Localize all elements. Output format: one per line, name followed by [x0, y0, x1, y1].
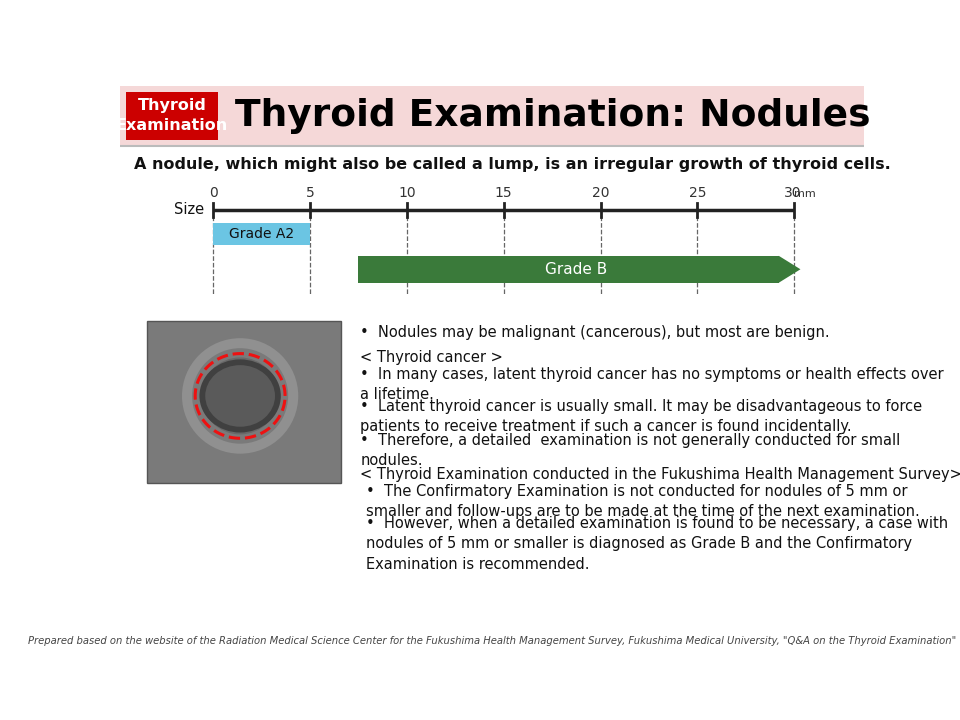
Circle shape — [192, 348, 288, 444]
FancyBboxPatch shape — [120, 86, 864, 145]
Text: mm: mm — [794, 189, 816, 199]
Text: •  Latent thyroid cancer is usually small. It may be disadvantageous to force
pa: • Latent thyroid cancer is usually small… — [360, 399, 923, 434]
Text: Thyroid Examination: Nodules: Thyroid Examination: Nodules — [234, 98, 870, 134]
Text: < Thyroid cancer >: < Thyroid cancer > — [360, 350, 503, 365]
Text: < Thyroid Examination conducted in the Fukushima Health Management Survey>: < Thyroid Examination conducted in the F… — [360, 467, 960, 482]
Text: 25: 25 — [688, 186, 707, 199]
Text: 0: 0 — [208, 186, 217, 199]
Text: •  Therefore, a detailed  examination is not generally conducted for small
nodul: • Therefore, a detailed examination is n… — [360, 433, 900, 468]
Text: •  The Confirmatory Examination is not conducted for nodules of 5 mm or
smaller : • The Confirmatory Examination is not co… — [367, 484, 921, 519]
Text: 20: 20 — [591, 186, 610, 199]
Circle shape — [210, 366, 270, 426]
Text: 15: 15 — [494, 186, 513, 199]
Text: 5: 5 — [305, 186, 314, 199]
Text: A nodule, which might also be called a lump, is an irregular growth of thyroid c: A nodule, which might also be called a l… — [134, 157, 891, 172]
FancyBboxPatch shape — [126, 91, 218, 140]
FancyBboxPatch shape — [147, 321, 341, 483]
Ellipse shape — [205, 365, 275, 427]
FancyBboxPatch shape — [213, 223, 310, 245]
Text: Prepared based on the website of the Radiation Medical Science Center for the Fu: Prepared based on the website of the Rad… — [28, 636, 956, 646]
Text: 10: 10 — [398, 186, 416, 199]
Ellipse shape — [200, 359, 281, 433]
Text: Grade A2: Grade A2 — [228, 228, 294, 241]
Text: 30: 30 — [784, 186, 802, 199]
Text: Size: Size — [174, 202, 204, 217]
Circle shape — [220, 376, 260, 416]
Text: Grade B: Grade B — [545, 262, 608, 276]
Text: Thyroid
Examination: Thyroid Examination — [116, 98, 228, 133]
Text: •  Nodules may be malignant (cancerous), but most are benign.: • Nodules may be malignant (cancerous), … — [360, 325, 829, 340]
Circle shape — [182, 338, 299, 454]
Text: •  In many cases, latent thyroid cancer has no symptoms or health effects over
a: • In many cases, latent thyroid cancer h… — [360, 366, 944, 402]
FancyBboxPatch shape — [358, 256, 779, 283]
Text: •  However, when a detailed examination is found to be necessary, a case with
no: • However, when a detailed examination i… — [367, 516, 948, 572]
Polygon shape — [779, 256, 801, 283]
Circle shape — [202, 357, 278, 434]
